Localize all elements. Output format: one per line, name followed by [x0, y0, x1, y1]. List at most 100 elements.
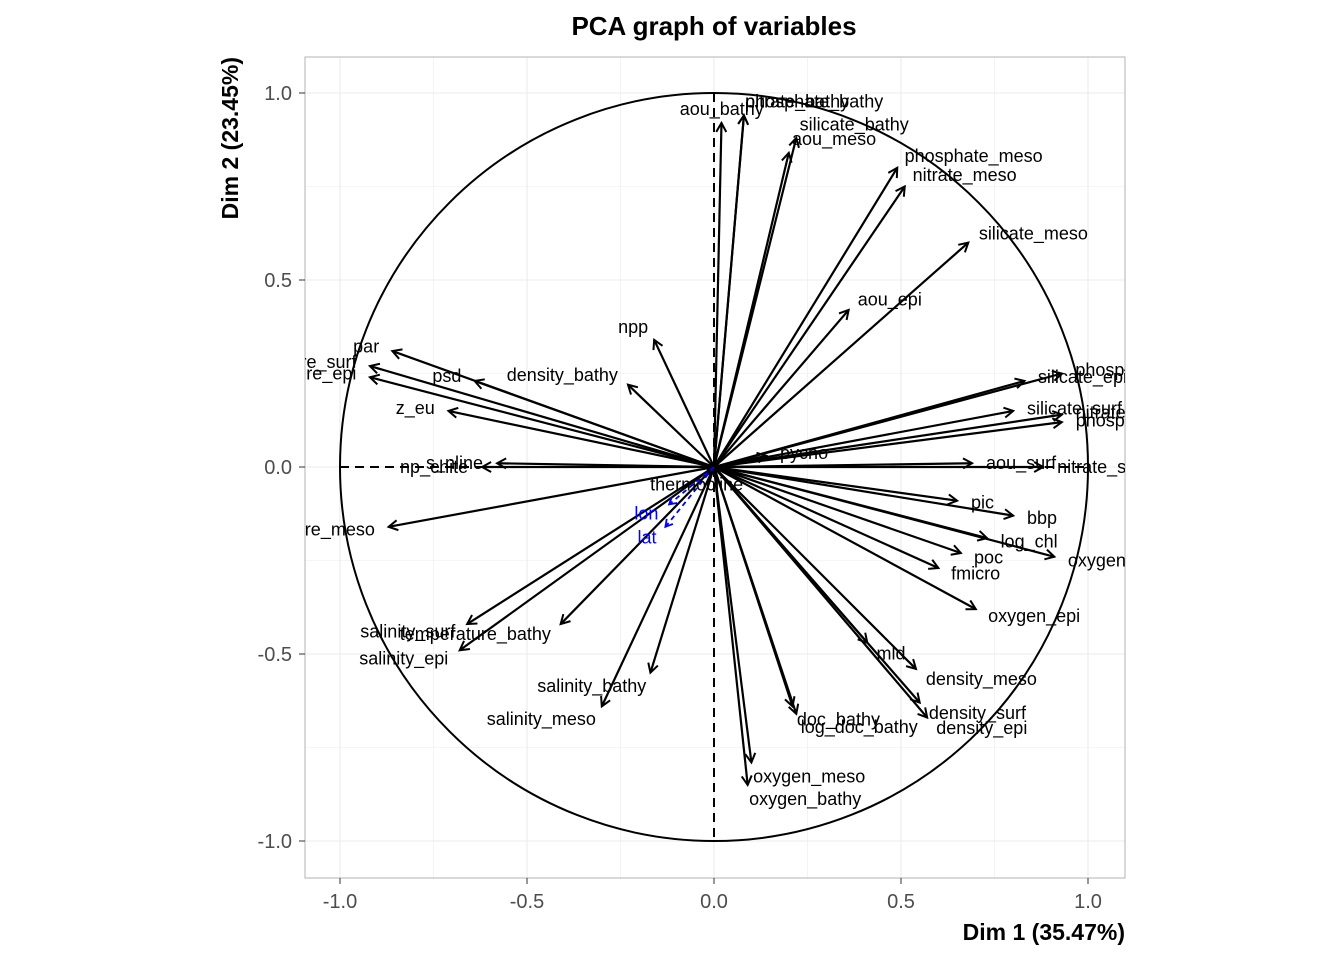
variable-label-nitrate_bathy: nitrate_bathy	[745, 91, 849, 112]
variable-label-par: par	[353, 336, 379, 356]
variable-label-np_chite: np_chite	[400, 457, 468, 478]
variable-label-lat: lat	[638, 528, 657, 548]
variable-arrow-pycno	[713, 456, 766, 469]
variable-arrow-npp	[654, 340, 715, 468]
y-tick-label: -1.0	[258, 831, 292, 853]
variable-label-salinity_surf: salinity_surf	[360, 622, 456, 643]
x-axis-label: Dim 1 (35.47%)	[963, 919, 1125, 945]
variable-arrow-density_epi	[713, 466, 927, 718]
variable-label-density_surf: density_surf	[929, 703, 1027, 724]
y-tick-label: -0.5	[258, 644, 292, 666]
variable-arrow-oxygen_surf	[713, 465, 1054, 557]
variable-arrow-z_eu	[448, 411, 715, 469]
variable-label-phosphate_epi: phosphate_epi	[1075, 360, 1193, 381]
variable-arrow-phosphate_meso	[713, 168, 897, 468]
variable-label-fmicro: fmicro	[951, 564, 1000, 584]
variable-label-salinity_epi: salinity_epi	[359, 648, 448, 669]
variable-arrow-temperature_meso	[389, 465, 715, 527]
variable-arrow-salinity_bathy	[650, 466, 716, 673]
variable-arrow-poc	[713, 465, 961, 553]
variable-arrow-phosphate_surf	[713, 422, 1062, 469]
variable-arrow-oxygen_epi	[713, 466, 976, 609]
variable-label-pic: pic	[971, 493, 994, 513]
variable-arrow-log_doc_bathy	[712, 466, 796, 714]
variable-label-density_bathy: density_bathy	[507, 365, 618, 386]
variable-label-z_eu: z_eu	[396, 398, 435, 419]
variable-label-oxygen_meso: oxygen_meso	[753, 766, 865, 787]
variable-arrow-oxygen_bathy	[712, 466, 748, 785]
variable-arrow-aou_epi	[713, 310, 849, 468]
variable-label-aou_surf: aou_surf	[986, 453, 1057, 474]
x-tick-label: 1.0	[1074, 891, 1102, 913]
variable-arrows	[370, 115, 1062, 784]
variable-label-density_meso: density_meso	[926, 669, 1037, 690]
variable-label-temperature_meso: temperature_meso	[224, 519, 375, 540]
variable-label-npp: npp	[618, 317, 648, 337]
variable-arrow-temperature_epi	[370, 377, 715, 469]
variable-label-oxygen_epi: oxygen_epi	[988, 606, 1080, 627]
variable-arrow-salinity_surf	[467, 466, 715, 624]
variable-arrow-par	[392, 351, 715, 469]
variable-label-oxygen_surf: oxygen_surf	[1068, 550, 1167, 571]
variable-label-silicate_epi: silicate_epi	[1038, 367, 1127, 388]
variable-label-pycno: pycno	[780, 443, 828, 463]
variable-arrow-lat	[664, 466, 715, 529]
x-tick-label: -0.5	[510, 891, 544, 913]
variable-arrow-density_meso	[713, 466, 916, 669]
variable-label-lon: lon	[634, 503, 658, 523]
variable-label-doc_bathy: doc_bathy	[797, 710, 880, 731]
variable-label-bbp: bbp	[1027, 508, 1057, 528]
variable-label-nitrate_epi: nitrate_epi	[1076, 403, 1160, 424]
y-tick-label: 0.5	[264, 270, 292, 292]
variable-arrow-lon	[667, 466, 715, 506]
variable-arrow-aou_bathy	[712, 123, 721, 468]
variable-labels: phosphate_bathynitrate_bathyaou_bathysil…	[219, 91, 1201, 810]
chart-title: PCA graph of variables	[571, 11, 856, 41]
variable-label-density_epi: density_epi	[936, 718, 1027, 739]
variable-label-phosphate_bathy: phosphate_bathy	[745, 91, 883, 112]
variable-arrow-nitrate_meso	[713, 187, 905, 468]
variable-label-temperature_bathy: temperature_bathy	[400, 624, 551, 645]
variable-label-aou_bathy: aou_bathy	[680, 99, 764, 120]
variable-arrow-salinity_meso	[602, 466, 715, 706]
y-axis-label: Dim 2 (23.45%)	[217, 57, 243, 219]
y-axis-ticks: -1.0 -0.5 0.0 0.5 1.0	[258, 83, 305, 853]
variable-label-aou_meso: aou_meso	[792, 129, 876, 150]
variable-arrow-aou_meso	[712, 153, 789, 468]
variable-label-silicate_surf: silicate_surf	[1027, 398, 1123, 419]
variable-label-temperature_surf: temperature_surf	[219, 352, 357, 373]
x-tick-label: -1.0	[323, 891, 357, 913]
x-tick-label: 0.5	[887, 891, 915, 913]
variable-label-silicate_bathy: silicate_bathy	[800, 114, 909, 135]
variable-label-oxygen_bathy: oxygen_bathy	[749, 789, 861, 810]
variable-label-mld: mld	[877, 643, 906, 663]
variable-label-nitrate_surf: nitrate_surf	[1057, 457, 1148, 478]
y-tick-label: 1.0	[264, 83, 292, 105]
variable-label-poc: poc	[974, 548, 1003, 568]
variable-label-salinity_meso: salinity_meso	[487, 709, 596, 730]
variable-arrow-density_bathy	[628, 385, 715, 468]
variable-label-silicate_meso: silicate_meso	[979, 223, 1088, 244]
variable-label-temperature_epi: temperature_epi	[225, 364, 356, 385]
variable-arrow-bbp	[713, 465, 1013, 516]
variable-arrow-nitrate_epi	[713, 415, 1062, 469]
variable-arrow-temperature_bathy	[561, 466, 715, 624]
variable-arrow-silicate_meso	[713, 243, 968, 468]
x-tick-label: 0.0	[700, 891, 728, 913]
variable-arrow-temperature_surf	[370, 366, 715, 469]
variable-label-phosphate_surf: phosphate_surf	[1076, 410, 1201, 431]
variable-label-aou_epi: aou_epi	[858, 289, 922, 310]
variable-arrow-nitrate_bathy	[712, 115, 744, 468]
variable-label-s_nline: s_nline	[426, 453, 483, 474]
x-axis-ticks: -1.0 -0.5 0.0 0.5 1.0	[323, 878, 1102, 913]
variable-label-phosphate_meso: phosphate_meso	[905, 146, 1043, 167]
variable-label-log_doc_bathy: log_doc_bathy	[801, 717, 918, 738]
variable-label-nitrate_meso: nitrate_meso	[913, 165, 1017, 186]
variable-label-salinity_bathy: salinity_bathy	[537, 676, 646, 697]
variable-label-log_chl: log_chl	[1001, 532, 1058, 553]
y-tick-label: 0.0	[264, 457, 292, 479]
variable-arrow-fmicro	[713, 465, 938, 568]
variable-label-thermocline: thermocline	[650, 474, 743, 494]
variable-label-psd: psd	[432, 366, 461, 386]
